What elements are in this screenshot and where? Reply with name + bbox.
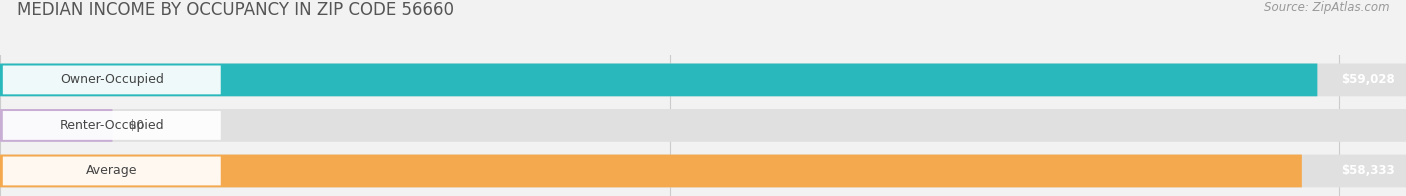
FancyBboxPatch shape [3, 65, 221, 94]
FancyBboxPatch shape [0, 109, 112, 142]
Text: $59,028: $59,028 [1341, 74, 1395, 86]
FancyBboxPatch shape [3, 157, 221, 185]
Text: Renter-Occupied: Renter-Occupied [59, 119, 165, 132]
FancyBboxPatch shape [0, 155, 1406, 187]
FancyBboxPatch shape [0, 155, 1302, 187]
FancyBboxPatch shape [0, 64, 1317, 96]
Text: Source: ZipAtlas.com: Source: ZipAtlas.com [1264, 1, 1389, 14]
FancyBboxPatch shape [0, 109, 1406, 142]
Text: $0: $0 [129, 119, 145, 132]
Text: Owner-Occupied: Owner-Occupied [60, 74, 163, 86]
Text: MEDIAN INCOME BY OCCUPANCY IN ZIP CODE 56660: MEDIAN INCOME BY OCCUPANCY IN ZIP CODE 5… [17, 1, 454, 19]
Text: Average: Average [86, 164, 138, 177]
Text: $58,333: $58,333 [1341, 164, 1395, 177]
FancyBboxPatch shape [0, 64, 1406, 96]
FancyBboxPatch shape [3, 111, 221, 140]
